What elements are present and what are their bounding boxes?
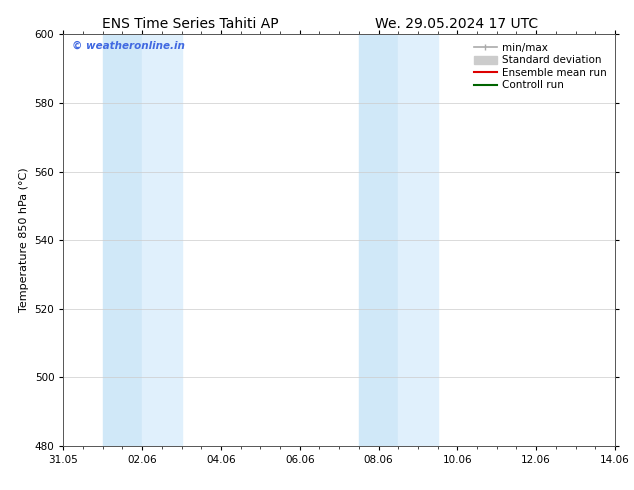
Bar bbox=[142, 34, 181, 446]
Bar bbox=[398, 34, 437, 446]
Text: We. 29.05.2024 17 UTC: We. 29.05.2024 17 UTC bbox=[375, 17, 538, 31]
Text: ENS Time Series Tahiti AP: ENS Time Series Tahiti AP bbox=[102, 17, 278, 31]
Bar bbox=[103, 34, 142, 446]
Legend: min/max, Standard deviation, Ensemble mean run, Controll run: min/max, Standard deviation, Ensemble me… bbox=[470, 40, 610, 94]
Bar bbox=[359, 34, 398, 446]
Text: © weatheronline.in: © weatheronline.in bbox=[72, 41, 184, 50]
Y-axis label: Temperature 850 hPa (°C): Temperature 850 hPa (°C) bbox=[19, 168, 29, 313]
